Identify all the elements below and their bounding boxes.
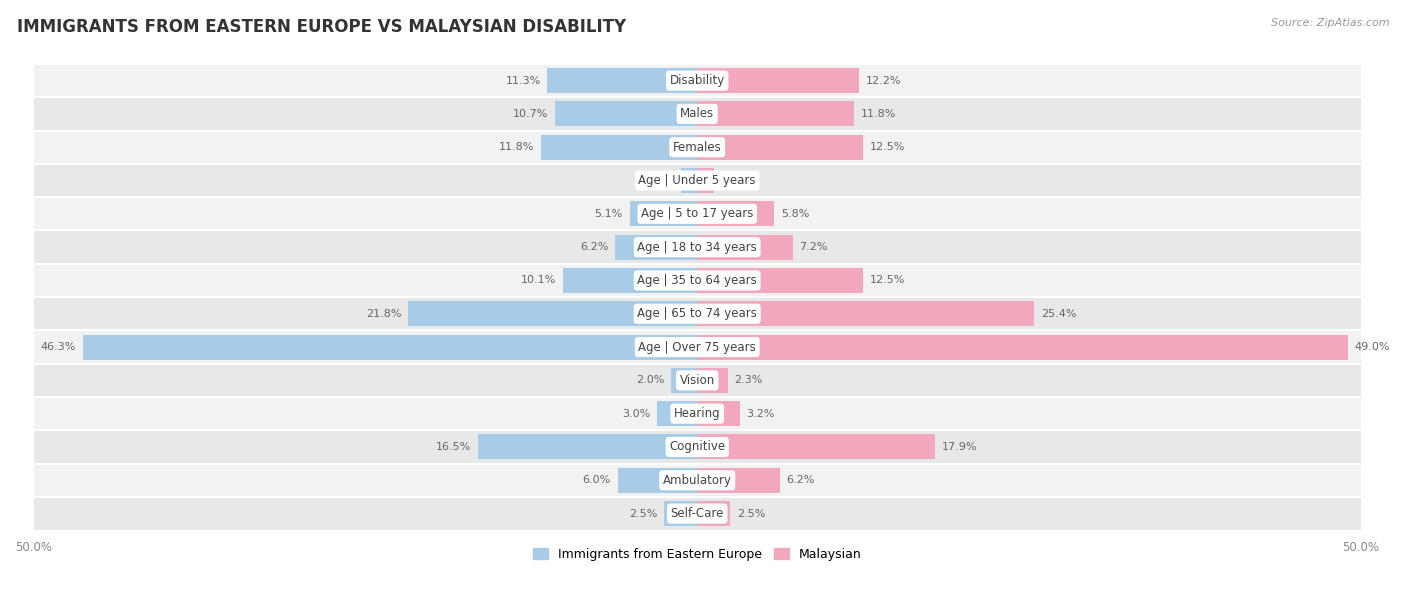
Bar	[697, 368, 728, 393]
Bar	[658, 401, 697, 426]
Bar	[617, 468, 697, 493]
Bar	[697, 401, 740, 426]
Text: 49.0%: 49.0%	[1354, 342, 1389, 352]
Bar	[34, 231, 1361, 264]
Bar	[34, 430, 1361, 464]
Text: 2.5%: 2.5%	[628, 509, 658, 518]
Text: 6.2%: 6.2%	[579, 242, 609, 252]
Bar	[697, 435, 935, 460]
Bar	[34, 64, 1361, 97]
Text: 2.0%: 2.0%	[636, 375, 664, 386]
Text: 12.5%: 12.5%	[870, 142, 905, 152]
Text: Age | Over 75 years: Age | Over 75 years	[638, 340, 756, 354]
Legend: Immigrants from Eastern Europe, Malaysian: Immigrants from Eastern Europe, Malaysia…	[527, 543, 868, 566]
Text: 5.8%: 5.8%	[780, 209, 810, 219]
Text: 12.5%: 12.5%	[870, 275, 905, 285]
Text: 12.2%: 12.2%	[866, 76, 901, 86]
Bar	[34, 264, 1361, 297]
Text: Vision: Vision	[679, 374, 714, 387]
Text: Males: Males	[681, 108, 714, 121]
Bar	[697, 234, 793, 259]
Bar	[34, 330, 1361, 364]
Text: 16.5%: 16.5%	[436, 442, 471, 452]
Text: 2.5%: 2.5%	[737, 509, 765, 518]
Bar	[564, 268, 697, 293]
Text: 2.3%: 2.3%	[734, 375, 763, 386]
Bar	[671, 368, 697, 393]
Bar	[408, 301, 697, 326]
Text: 11.8%: 11.8%	[499, 142, 534, 152]
Bar	[34, 364, 1361, 397]
Bar	[664, 501, 697, 526]
Text: Self-Care: Self-Care	[671, 507, 724, 520]
Text: Females: Females	[673, 141, 721, 154]
Bar	[697, 201, 775, 226]
Bar	[614, 234, 697, 259]
Text: 10.1%: 10.1%	[522, 275, 557, 285]
Bar	[697, 268, 863, 293]
Text: 3.0%: 3.0%	[623, 409, 651, 419]
Bar	[34, 464, 1361, 497]
Bar	[697, 168, 714, 193]
Text: Age | 5 to 17 years: Age | 5 to 17 years	[641, 207, 754, 220]
Bar	[682, 168, 697, 193]
Text: 1.2%: 1.2%	[647, 176, 675, 185]
Bar	[630, 201, 697, 226]
Text: 1.3%: 1.3%	[721, 176, 749, 185]
Text: 46.3%: 46.3%	[41, 342, 76, 352]
Text: IMMIGRANTS FROM EASTERN EUROPE VS MALAYSIAN DISABILITY: IMMIGRANTS FROM EASTERN EUROPE VS MALAYS…	[17, 18, 626, 36]
Bar	[478, 435, 697, 460]
Text: 3.2%: 3.2%	[747, 409, 775, 419]
Text: Age | 35 to 64 years: Age | 35 to 64 years	[637, 274, 756, 287]
Bar	[34, 197, 1361, 231]
Text: Disability: Disability	[669, 74, 725, 87]
Bar	[547, 68, 697, 93]
Bar	[34, 397, 1361, 430]
Bar	[34, 164, 1361, 197]
Text: 11.8%: 11.8%	[860, 109, 896, 119]
Bar	[83, 335, 697, 359]
Text: 21.8%: 21.8%	[366, 308, 401, 319]
Text: Hearing: Hearing	[673, 407, 720, 420]
Text: Age | 18 to 34 years: Age | 18 to 34 years	[637, 241, 756, 253]
Text: Age | 65 to 74 years: Age | 65 to 74 years	[637, 307, 758, 320]
Text: Age | Under 5 years: Age | Under 5 years	[638, 174, 756, 187]
Bar	[697, 301, 1035, 326]
Text: 17.9%: 17.9%	[942, 442, 977, 452]
Bar	[34, 297, 1361, 330]
Bar	[697, 501, 730, 526]
Text: Ambulatory: Ambulatory	[662, 474, 731, 487]
Bar	[697, 135, 863, 160]
Text: Source: ZipAtlas.com: Source: ZipAtlas.com	[1271, 18, 1389, 28]
Bar	[540, 135, 697, 160]
Text: 6.0%: 6.0%	[582, 476, 612, 485]
Bar	[555, 102, 697, 127]
Bar	[697, 335, 1348, 359]
Text: 11.3%: 11.3%	[505, 76, 540, 86]
Bar	[697, 102, 853, 127]
Bar	[697, 468, 779, 493]
Text: 6.2%: 6.2%	[786, 476, 814, 485]
Bar	[34, 130, 1361, 164]
Text: 25.4%: 25.4%	[1040, 308, 1077, 319]
Text: 10.7%: 10.7%	[513, 109, 548, 119]
Bar	[697, 68, 859, 93]
Text: 7.2%: 7.2%	[800, 242, 828, 252]
Bar	[34, 497, 1361, 530]
Bar	[34, 97, 1361, 130]
Text: Cognitive: Cognitive	[669, 441, 725, 453]
Text: 5.1%: 5.1%	[595, 209, 623, 219]
